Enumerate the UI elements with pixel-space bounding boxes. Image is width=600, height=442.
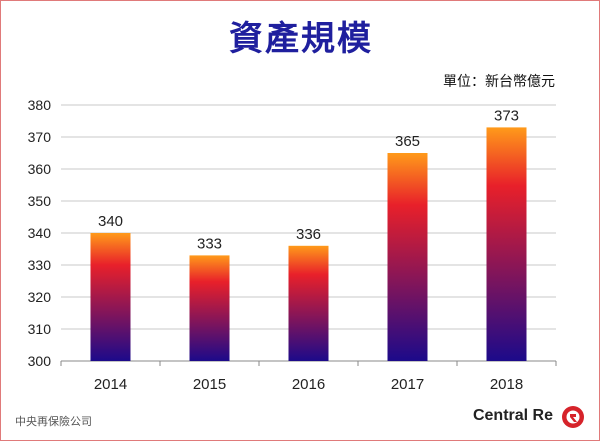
x-tick-label-2016: 2016 [292,376,325,393]
data-label-2017: 365 [395,133,420,150]
x-tick-label-2017: 2017 [391,376,424,393]
data-label-2018: 373 [494,107,519,124]
y-tick-label: 360 [28,161,52,177]
data-labels: 340 333 336 365 373 [98,107,519,252]
page-title: 資產規模 [229,19,373,59]
y-tick-label: 300 [28,353,52,369]
x-tick-label-2014: 2014 [94,376,127,393]
central-re-logo-icon [562,406,584,428]
x-axis-ticks: 2014 2015 2016 2017 2018 [94,376,523,393]
company-name: 中央再保險公司 [15,415,92,428]
y-tick-label: 340 [28,225,52,241]
data-label-2014: 340 [98,213,123,230]
data-label-2015: 333 [197,235,222,252]
unit-label: 單位：新台幣億元 [443,74,555,90]
y-tick-label: 350 [28,193,52,209]
bar-2015 [189,255,230,361]
x-tick-label-2015: 2015 [193,376,226,393]
x-tick-label-2018: 2018 [490,376,523,393]
y-tick-label: 320 [28,289,52,305]
bar-2016 [288,245,329,361]
y-tick-label: 330 [28,257,52,273]
bar-2018 [486,127,527,362]
y-tick-label: 310 [28,321,52,337]
brand-name: Central Re [472,407,553,424]
bar-2017 [387,153,428,361]
y-tick-label: 370 [28,129,52,145]
y-tick-label: 380 [28,97,52,113]
bars [90,127,527,362]
data-label-2016: 336 [296,226,321,243]
bar-2014 [90,233,131,361]
y-axis-ticks: 300 310 320 330 340 350 360 370 380 [28,97,52,369]
